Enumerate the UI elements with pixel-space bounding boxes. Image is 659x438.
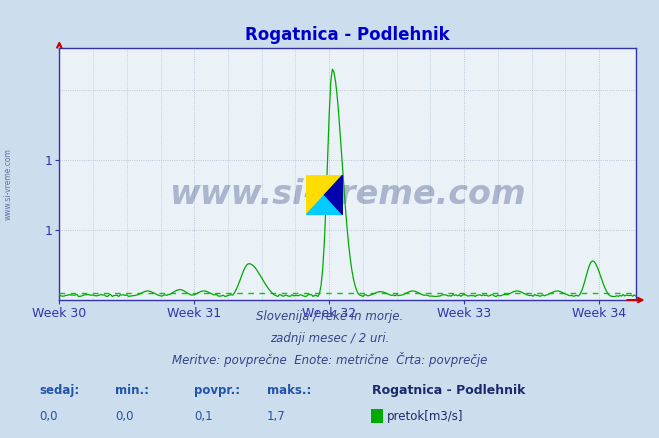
Text: www.si-vreme.com: www.si-vreme.com — [169, 178, 526, 211]
Text: sedaj:: sedaj: — [40, 384, 80, 397]
Text: 1,7: 1,7 — [267, 410, 285, 424]
Polygon shape — [306, 175, 343, 215]
Text: Rogatnica - Podlehnik: Rogatnica - Podlehnik — [372, 384, 526, 397]
Text: pretok[m3/s]: pretok[m3/s] — [387, 410, 463, 423]
Title: Rogatnica - Podlehnik: Rogatnica - Podlehnik — [245, 26, 450, 44]
Text: min.:: min.: — [115, 384, 150, 397]
Text: www.si-vreme.com: www.si-vreme.com — [3, 148, 13, 220]
Polygon shape — [325, 175, 343, 215]
Polygon shape — [306, 175, 343, 215]
Text: 0,0: 0,0 — [115, 410, 134, 424]
Text: 0,1: 0,1 — [194, 410, 213, 424]
Text: povpr.:: povpr.: — [194, 384, 241, 397]
Text: Meritve: povprečne  Enote: metrične  Črta: povprečje: Meritve: povprečne Enote: metrične Črta:… — [172, 352, 487, 367]
Text: maks.:: maks.: — [267, 384, 311, 397]
Text: Slovenija / reke in morje.: Slovenija / reke in morje. — [256, 310, 403, 323]
Text: zadnji mesec / 2 uri.: zadnji mesec / 2 uri. — [270, 332, 389, 345]
Text: 0,0: 0,0 — [40, 410, 58, 424]
